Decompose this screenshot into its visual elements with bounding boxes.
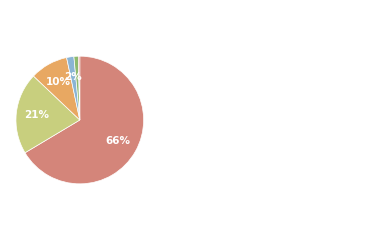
Text: 66%: 66% [105,136,130,146]
Wedge shape [16,76,80,153]
Wedge shape [66,56,80,120]
Wedge shape [74,56,80,120]
Wedge shape [25,56,144,184]
Legend: Canadian Centre for DNA
Barcoding [180], Centre for Biodiversity
Genomics [56], : Canadian Centre for DNA Barcoding [180],… [160,52,317,188]
Text: 21%: 21% [24,110,49,120]
Wedge shape [33,58,80,120]
Text: 10%: 10% [46,77,71,87]
Wedge shape [78,56,80,120]
Text: 2%: 2% [64,72,82,82]
